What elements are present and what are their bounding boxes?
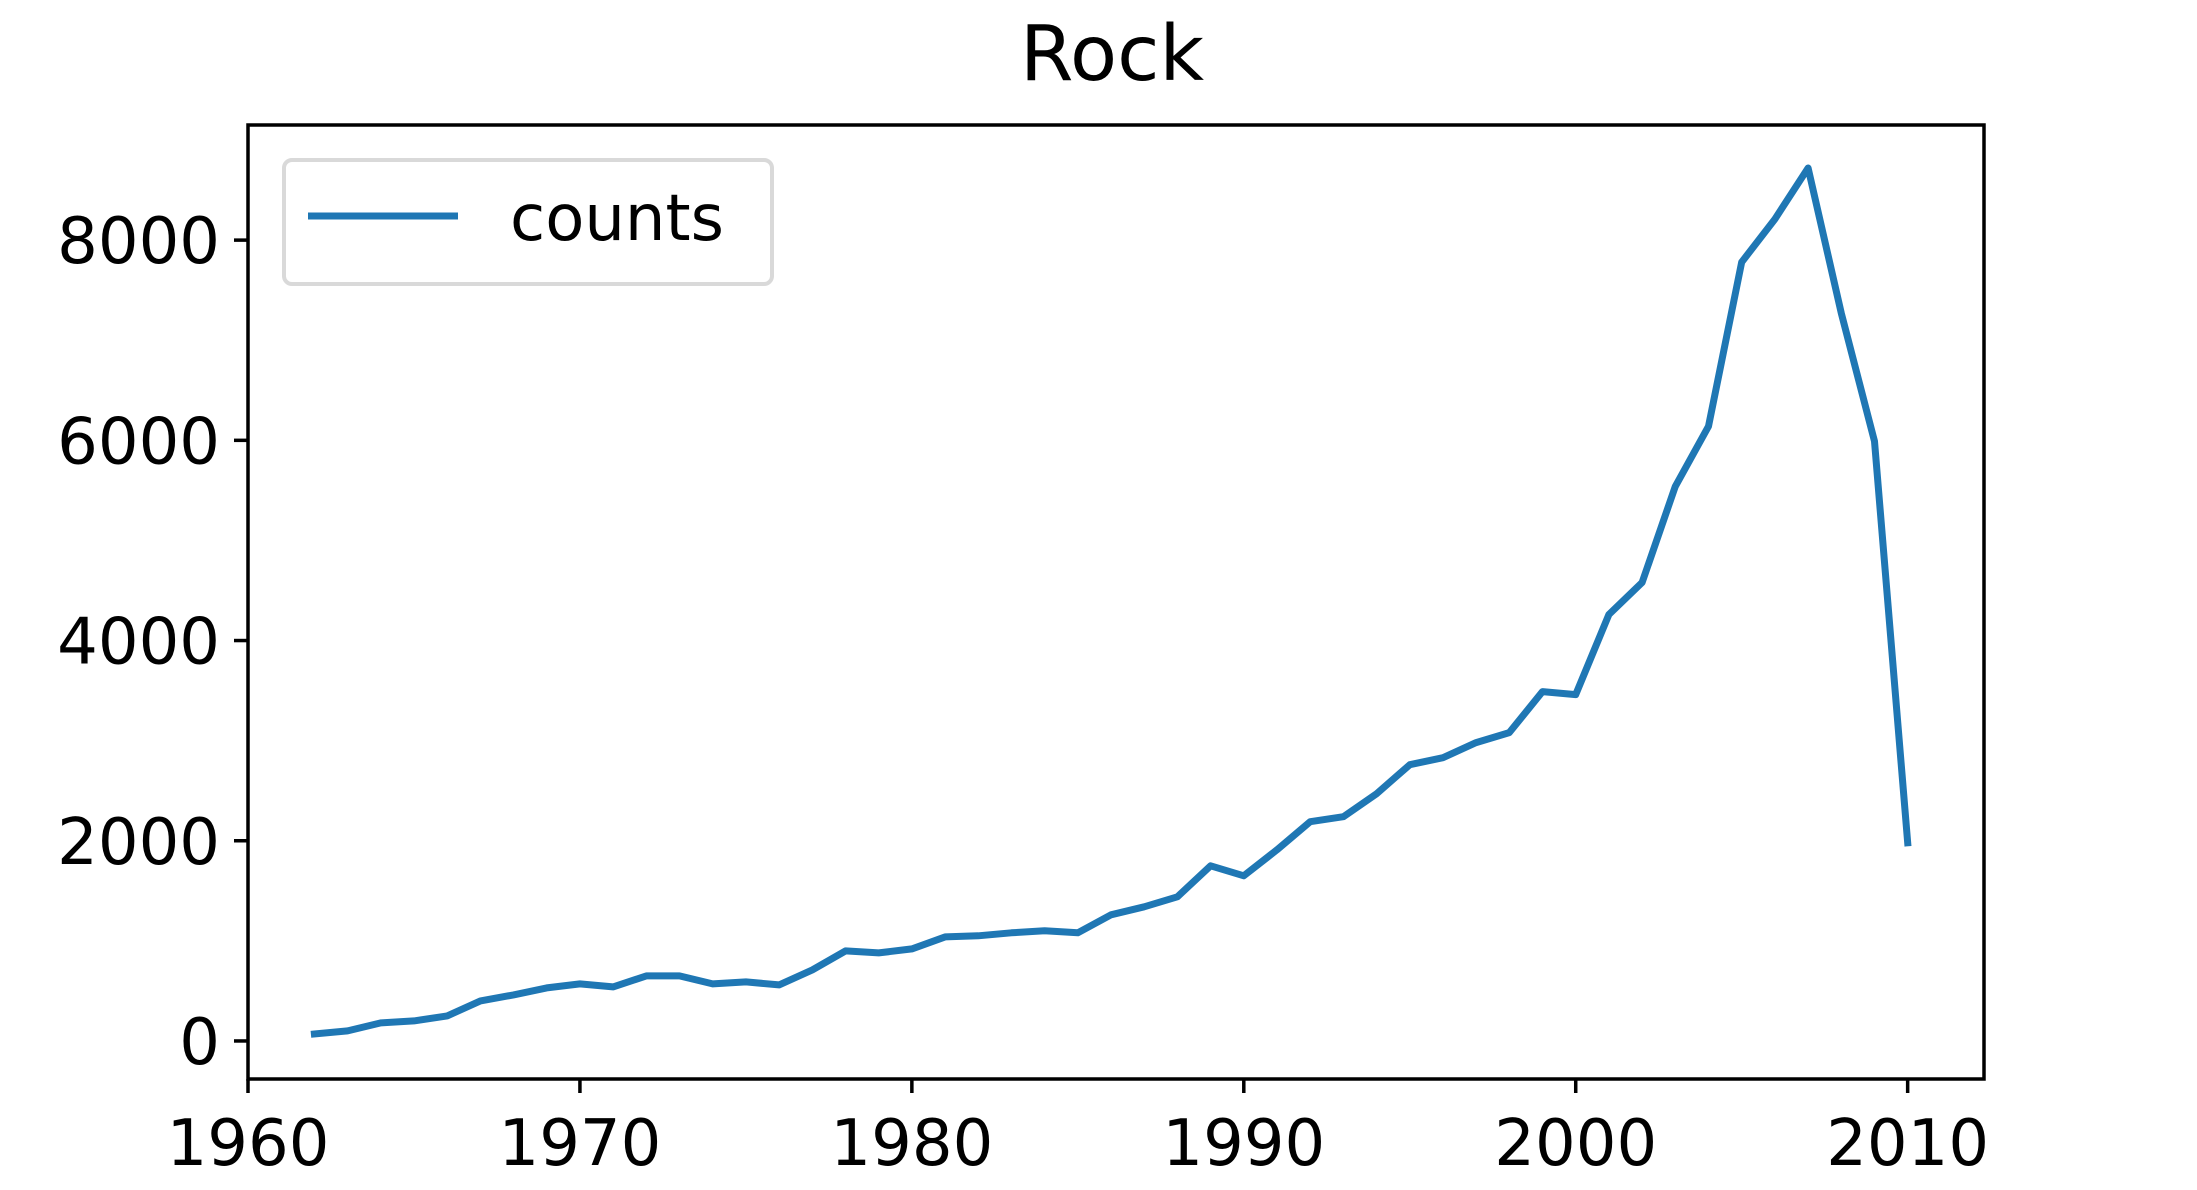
y-tick-label: 2000 (57, 806, 220, 880)
x-tick-label: 1990 (1162, 1107, 1325, 1181)
y-tick-label: 4000 (57, 606, 220, 680)
y-tick-label: 6000 (57, 405, 220, 479)
x-tick-label: 2000 (1494, 1107, 1657, 1181)
x-tick-label: 1970 (498, 1107, 661, 1181)
x-axis: 1960 1970 1980 1990 2000 2010 (167, 1079, 1989, 1181)
x-tick-label: 2010 (1826, 1107, 1989, 1181)
y-tick-label: 0 (179, 1006, 220, 1080)
legend: counts (282, 158, 774, 286)
y-tick-label: 8000 (57, 205, 220, 279)
x-tick-label: 1980 (830, 1107, 993, 1181)
plot-frame (246, 123, 1986, 1081)
chart-title: Rock (1020, 10, 1204, 99)
y-axis: 0 2000 4000 6000 8000 (57, 205, 248, 1080)
legend-label: counts (510, 182, 724, 256)
x-tick-label: 1960 (167, 1107, 330, 1181)
legend-frame (282, 158, 774, 286)
series-line-0 (310, 164, 1912, 1038)
plot-area (310, 164, 1912, 1038)
